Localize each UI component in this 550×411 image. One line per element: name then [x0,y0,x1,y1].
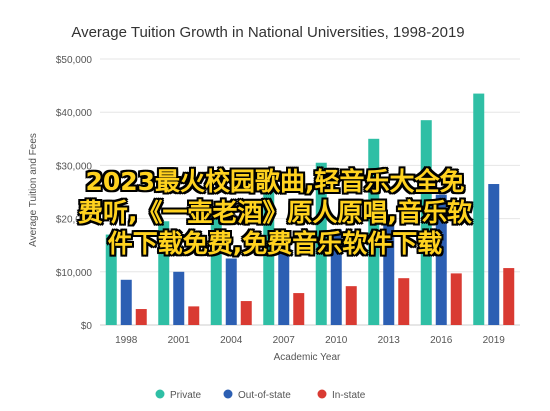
x-axis-label: Academic Year [274,352,341,363]
x-tick-label: 2001 [168,335,191,346]
legend-label: In-state [332,390,366,401]
bar-out-of-state-2010 [330,229,342,325]
bar-private-2007 [263,184,275,325]
x-tick-label: 2010 [325,335,348,346]
legend: Private Out-of-state In-state [155,389,366,401]
bar-in-state-2007 [293,293,305,325]
bar-out-of-state-2016 [435,194,447,325]
x-tick-label: 2007 [273,335,296,346]
bar-in-state-2019 [503,268,515,325]
bar-in-state-2010 [345,286,357,325]
x-tick-label: 2016 [430,335,453,346]
x-tick-labels: 1998 2001 2004 2007 2010 2013 2016 2019 [115,335,505,346]
bar-out-of-state-1998 [120,279,132,325]
bar-private-2019 [473,93,485,325]
legend-item: Out-of-state [223,389,291,401]
bar-in-state-2013 [398,278,410,325]
overlay-line-1: 2023最火校园歌曲,轻音乐大全免 [85,167,465,196]
y-tick-label: $20,000 [56,215,93,226]
bar-in-state-2004 [240,301,252,325]
y-tick-label: $10,000 [56,268,93,279]
overlay-line-2: 费听,《一壶老酒》原人原唱,音乐软 [78,198,472,227]
bar-out-of-state-2007 [278,247,290,325]
x-tick-label: 2019 [483,335,506,346]
legend-swatch [223,389,233,399]
y-tick-label: $50,000 [56,55,93,66]
bar-in-state-2001 [188,306,200,325]
y-tick-label: $30,000 [56,161,93,172]
x-tick-label: 2013 [378,335,401,346]
bar-out-of-state-2019 [488,184,500,325]
chart-title: Average Tuition Growth in National Unive… [71,24,464,41]
bar-out-of-state-2013 [383,215,395,325]
y-tick-labels: $0 $10,000 $20,000 $30,000 $40,000 $50,000 [56,55,93,332]
legend-swatch [155,389,165,399]
bar-private-1998 [105,234,117,325]
legend-label: Private [170,390,202,401]
x-tick-label: 2004 [220,335,243,346]
bar-out-of-state-2004 [225,258,237,325]
bar-in-state-1998 [135,309,147,325]
legend-label: Out-of-state [238,390,291,401]
bar-private-2001 [158,221,170,325]
bar-private-2004 [210,207,222,325]
x-tick-label: 1998 [115,335,138,346]
bar-private-2016 [420,120,432,326]
legend-item: Private [155,389,202,401]
gridlines [100,58,520,326]
legend-swatch [317,389,327,399]
bar-private-2010 [315,162,327,325]
bar-private-2013 [368,138,380,325]
bars [105,93,515,326]
y-axis-label: Average Tuition and Fees [28,133,39,247]
overlay-line-3: 件下载免费,免费音乐软件下载 [107,229,443,258]
bar-in-state-2016 [450,273,462,325]
y-tick-label: $40,000 [56,108,93,119]
bar-out-of-state-2001 [173,271,185,325]
y-tick-label: $0 [81,321,93,332]
legend-item: In-state [317,389,366,401]
